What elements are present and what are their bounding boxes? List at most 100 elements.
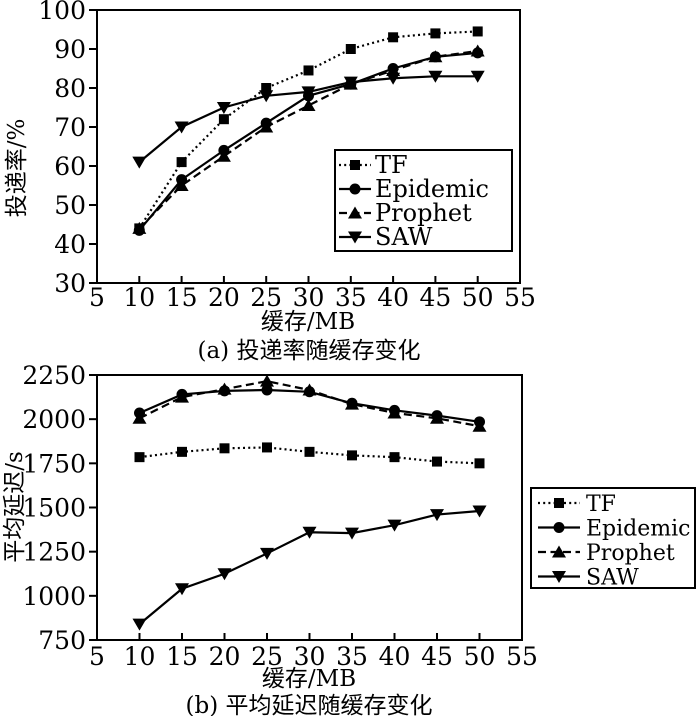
x-tick-label: 15 <box>166 642 198 671</box>
series-Prophet-line <box>138 49 478 230</box>
Prophet-point <box>345 397 359 410</box>
x-tick-label: 55 <box>504 283 536 312</box>
x-axis-label: 缓存/MB <box>262 666 356 692</box>
legend-marker-Prophet <box>348 206 362 219</box>
chart-b-canvas: 5 10 15 20 25 30 35 40 45 50 55 750 1000 1250 1500 1750… <box>2 361 696 692</box>
legend-label-Epidemic: Epidemic <box>375 175 489 203</box>
TF-point <box>261 83 272 93</box>
x-tick-label: 5 <box>89 642 105 671</box>
TF-point <box>303 65 314 76</box>
x-tick-label: 20 <box>209 642 241 671</box>
y-tick-label: 1750 <box>22 449 86 478</box>
series-SAW-markers <box>132 70 485 169</box>
SAW-point <box>386 72 401 85</box>
legend-marker-Prophet <box>552 545 566 558</box>
x-tick-label: 20 <box>208 283 240 312</box>
y-tick-label: 70 <box>54 113 86 142</box>
SAW-point <box>343 76 358 89</box>
x-tick-label: 40 <box>379 642 411 671</box>
legend-label-TF: TF <box>586 492 616 517</box>
legend-label-Prophet: Prophet <box>586 541 675 566</box>
legend-label-TF: TF <box>375 151 408 179</box>
y-tick-label: 100 <box>38 0 86 25</box>
Prophet-point <box>175 390 189 403</box>
y-tick-label: 750 <box>38 626 86 655</box>
SAW-point <box>132 618 147 631</box>
series-TF-markers <box>134 442 485 469</box>
y-tick-label: 60 <box>54 152 86 181</box>
TF-point <box>176 157 187 168</box>
x-tick-label: 50 <box>464 642 496 671</box>
TF-point <box>472 26 483 37</box>
y-tick-label: 80 <box>54 74 86 103</box>
TF-point <box>219 443 230 454</box>
x-tick-label: 55 <box>506 642 538 671</box>
chart-b-caption: (b) 平均延迟随缓存变化 <box>185 693 433 716</box>
legend-label-Epidemic: Epidemic <box>586 517 691 542</box>
x-tick-label: 25 <box>250 283 282 312</box>
TF-point <box>304 446 315 457</box>
SAW-point <box>470 70 485 83</box>
TF-point <box>262 442 272 453</box>
legend-label-SAW: SAW <box>586 566 639 591</box>
SAW-point <box>216 102 231 114</box>
chart-b-figure: 5 10 15 20 25 30 35 40 45 50 55 750 1000 1250 1500 1750… <box>0 355 700 716</box>
chart-a-figure: 5 10 15 20 25 30 35 40 45 50 55 30 40 50 60 70 80 90 100 缓存… <box>0 0 700 364</box>
y-tick-label: 1500 <box>22 494 86 523</box>
SAW-point <box>175 583 189 596</box>
SAW-point <box>260 547 274 560</box>
chart-a-canvas: 5 10 15 20 25 30 35 40 45 50 55 30 40 50 60 70 80 90 100 缓存… <box>4 0 536 335</box>
x-tick-label: 35 <box>336 642 368 671</box>
TF-point <box>389 452 400 463</box>
Prophet-point <box>217 382 232 395</box>
legend-label-Prophet: Prophet <box>375 199 472 227</box>
SAW-point <box>217 568 232 581</box>
TF-point <box>430 28 441 39</box>
x-tick-label: 5 <box>89 283 105 312</box>
x-tick-label: 10 <box>124 642 156 671</box>
legend-marker-SAW <box>348 231 362 244</box>
TF-point <box>218 114 229 125</box>
Prophet-point <box>174 179 189 191</box>
x-tick-label: 30 <box>293 283 325 312</box>
x-tick-label: 30 <box>294 642 326 671</box>
SAW-point <box>132 156 147 169</box>
y-tick-label: 50 <box>54 191 86 220</box>
TF-point <box>177 446 187 457</box>
TF-point <box>134 452 145 463</box>
TF-point <box>474 458 485 469</box>
SAW-point <box>472 505 487 518</box>
Prophet-point <box>472 419 487 432</box>
plot-border <box>96 374 523 641</box>
chart-a-caption: (a) 投递率随缓存变化 <box>197 338 421 364</box>
x-tick-label: 15 <box>166 283 198 312</box>
x-tick-label: 45 <box>419 283 451 312</box>
Prophet-point <box>301 99 316 112</box>
SAW-point <box>387 519 402 532</box>
SAW-point <box>302 526 317 539</box>
y-tick-label: 90 <box>54 35 86 64</box>
legend-marker-Epidemic <box>553 522 565 533</box>
y-tick-label: 40 <box>54 230 86 259</box>
Prophet-point <box>470 44 485 57</box>
series-Prophet-markers <box>132 374 487 432</box>
Prophet-point <box>132 411 147 424</box>
y-tick-label: 1000 <box>22 582 86 611</box>
y-tick-label: 1250 <box>22 538 86 567</box>
Prophet-point <box>430 411 444 424</box>
TF-point <box>388 32 399 43</box>
SAW-point <box>428 70 443 83</box>
Prophet-point <box>132 221 147 234</box>
x-tick-label: 50 <box>462 283 494 312</box>
legend-marker-Epidemic <box>349 183 361 195</box>
Prophet-point <box>216 149 231 162</box>
Prophet-point <box>259 120 274 133</box>
series-SAW-markers <box>132 505 487 631</box>
TF-point <box>347 450 357 461</box>
x-tick-label: 25 <box>251 642 283 671</box>
Epidemic-point <box>261 384 273 396</box>
legend-label-SAW: SAW <box>375 223 433 251</box>
x-tick-label: 35 <box>335 283 367 312</box>
y-axis-label: 平均延迟/s <box>2 451 28 563</box>
